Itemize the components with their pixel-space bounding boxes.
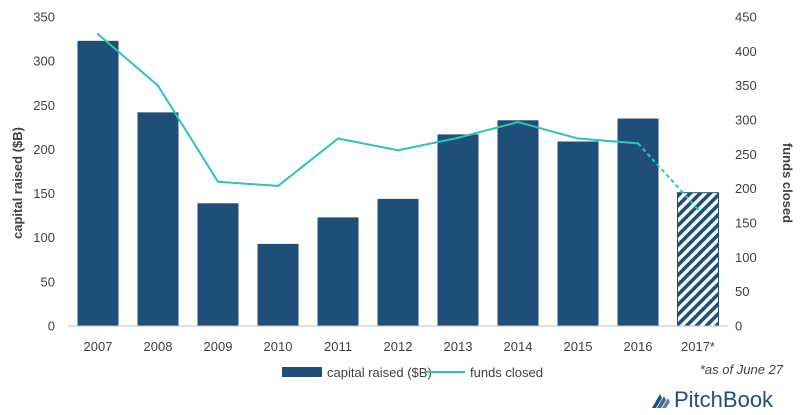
bar-2011: [317, 217, 359, 326]
left-axis-title: capital raised ($B): [10, 127, 25, 239]
right-y-tick-label: 0: [735, 319, 742, 334]
x-tick-label: 2008: [144, 339, 173, 354]
funds-closed-point-2016: [636, 142, 640, 145]
bar-2012: [377, 198, 419, 326]
left-y-axis: 0 50 100 150 200 250 300 350: [33, 10, 55, 334]
left-y-tick-label: 250: [33, 98, 55, 113]
x-tick-label: 2010: [264, 339, 293, 354]
right-axis-title: funds closed: [780, 143, 795, 223]
x-tick-label: 2016: [624, 339, 653, 354]
left-y-tick-label: 0: [48, 319, 55, 334]
bar-2015: [557, 141, 599, 326]
pitchbook-logo-icon: [652, 394, 670, 408]
right-y-tick-label: 100: [735, 250, 757, 265]
left-y-tick-label: 350: [33, 10, 55, 25]
line-series: [96, 32, 700, 211]
funds-closed-point-2013: [456, 136, 460, 140]
left-y-tick-label: 200: [33, 142, 55, 157]
legend-swatch-capital: [282, 367, 322, 377]
bar-2009: [197, 203, 239, 326]
footnote: *as of June 27: [700, 362, 784, 377]
right-y-tick-label: 400: [735, 44, 757, 59]
x-tick-label: 2017*: [681, 339, 715, 354]
left-y-tick-label: 100: [33, 230, 55, 245]
x-tick-label: 2014: [504, 339, 533, 354]
right-y-tick-label: 250: [735, 147, 757, 162]
bar-2014: [497, 120, 539, 327]
bar-2016: [617, 118, 659, 327]
funds-closed-point-2009: [216, 180, 220, 183]
x-axis: 2007 2008 2009 2010 2011 2012 2013 2014 2015 2016…: [84, 339, 715, 354]
funds-closed-line-projected: [637, 142, 699, 210]
x-tick-label: 2009: [204, 339, 233, 354]
x-tick-label: 2012: [384, 339, 413, 354]
funds-closed-point-2008: [156, 84, 160, 87]
left-y-tick-label: 300: [33, 54, 55, 69]
bar-2013: [437, 134, 479, 326]
left-y-tick-label: 50: [41, 274, 55, 289]
funds-closed-point-2017: [696, 208, 700, 211]
brand-name: PitchBook: [674, 387, 774, 412]
funds-closed-line: [97, 33, 639, 187]
funds-closed-point-2015: [576, 137, 580, 140]
right-y-tick-label: 350: [735, 78, 757, 93]
bar-2008: [137, 112, 179, 326]
funds-closed-point-2011: [336, 137, 340, 140]
right-y-tick-label: 150: [735, 216, 757, 231]
right-y-tick-label: 300: [735, 113, 757, 128]
bar-2007: [77, 40, 119, 326]
x-tick-label: 2011: [324, 339, 352, 354]
right-y-tick-label: 50: [735, 284, 749, 299]
right-y-axis: 0 50 100 150 200 250 300 350 400 450: [735, 10, 757, 334]
funds-closed-point-2010: [276, 184, 280, 188]
right-y-tick-label: 450: [735, 10, 757, 25]
x-tick-label: 2015: [564, 339, 593, 354]
bar-2010: [257, 243, 299, 326]
brand-logo: PitchBook: [652, 387, 774, 412]
legend: capital raised ($B) funds closed: [282, 365, 543, 380]
left-y-tick-label: 150: [33, 186, 55, 201]
legend-label-funds: funds closed: [470, 365, 543, 380]
funds-closed-point-2014: [516, 120, 520, 124]
x-tick-label: 2013: [444, 339, 473, 354]
right-y-tick-label: 200: [735, 181, 757, 196]
legend-label-capital: capital raised ($B): [327, 365, 432, 380]
bar-2017: [677, 192, 719, 327]
x-tick-label: 2007: [84, 339, 113, 354]
funds-closed-point-2012: [396, 149, 400, 152]
funds-closed-point-2007: [96, 32, 100, 36]
bar-series: [77, 40, 719, 327]
